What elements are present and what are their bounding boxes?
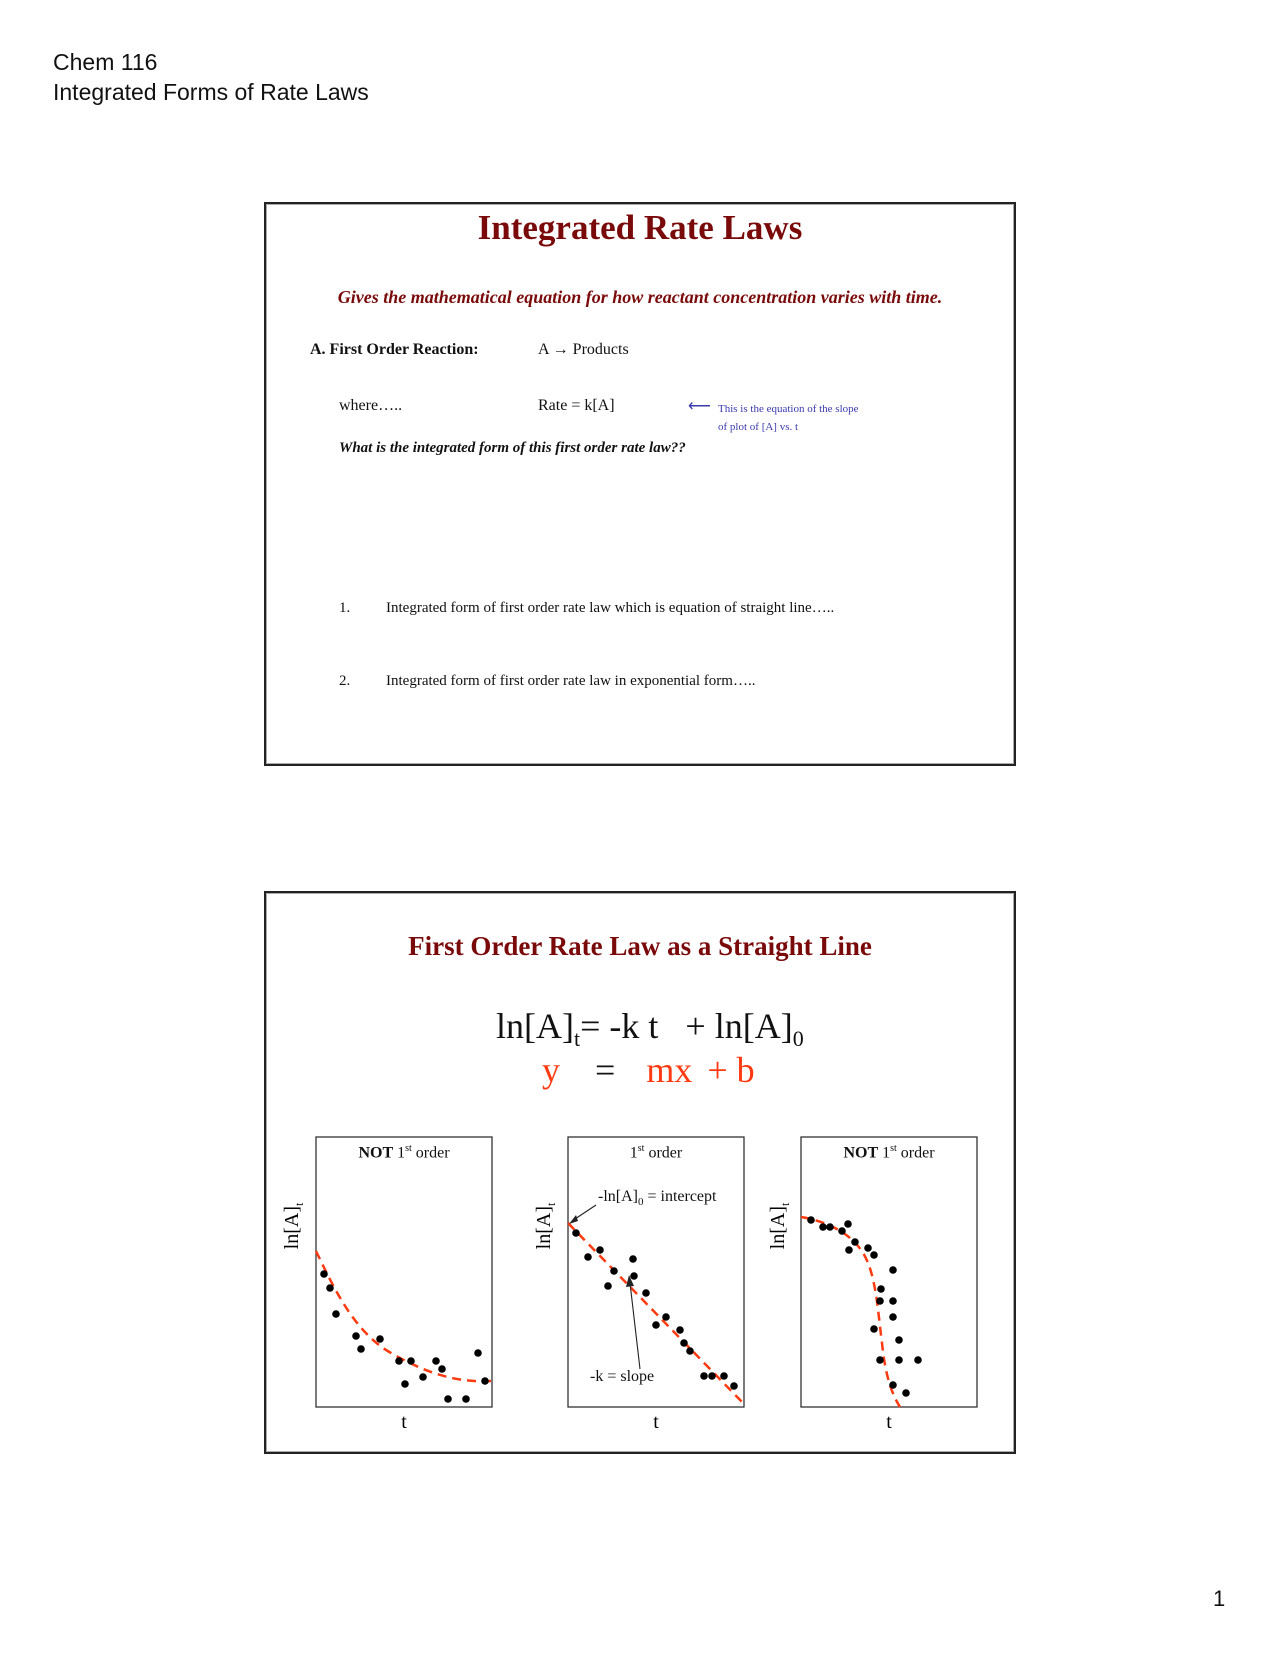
- plot-3-title: NOT 1st order: [801, 1143, 977, 1162]
- eq-rhs-sub: 0: [792, 1026, 804, 1051]
- course-title: Chem 116: [53, 49, 158, 75]
- plot-1-title: NOT 1st order: [316, 1143, 492, 1162]
- item-1-number: 1.: [339, 600, 351, 616]
- plot-3-title-bold: NOT: [843, 1144, 879, 1162]
- note-line-1: This is the equation of the slope: [718, 403, 859, 415]
- plot-1-graphic: [314, 1136, 493, 1408]
- slide-title: First Order Rate Law as a Straight Line: [408, 931, 872, 961]
- topic-title: Integrated Forms of Rate Laws: [53, 79, 369, 105]
- plot-3-title-num: 1: [878, 1144, 891, 1162]
- plot-1-x-axis-label: t: [401, 1411, 407, 1433]
- plot-first-order-center: 1st order -ln[A]0 = intercept -k = slope…: [266, 893, 1018, 1456]
- linear-form-equation: y = mx + b: [542, 1049, 755, 1091]
- slope-annotation: -k = slope: [590, 1368, 655, 1385]
- left-arrow-icon: ⟵: [688, 398, 711, 415]
- plot-2-title-end: order: [644, 1144, 683, 1162]
- plot-not-first-order-left: NOT 1st order ln[A]t t: [266, 893, 1018, 1456]
- integrated-equation: ln[A]t= -k t + ln[A]0: [496, 1005, 804, 1052]
- plot-1-title-end: order: [411, 1144, 450, 1162]
- plot-3-ylabel-sub: t: [778, 1202, 792, 1207]
- plot-3-title-sup: st: [890, 1143, 897, 1154]
- plot-3-title-end: order: [896, 1144, 935, 1162]
- eq-y: y: [542, 1050, 560, 1090]
- intercept-label: -ln[A]: [598, 1188, 638, 1205]
- eq-mid: = -k t + ln[A]: [580, 1006, 793, 1046]
- plot-not-first-order-right: NOT 1st order ln[A]t t: [266, 893, 1018, 1456]
- plot-1-title-sup: st: [405, 1143, 412, 1154]
- plot-2-graphic: [567, 1136, 745, 1408]
- slide-title: Integrated Rate Laws: [477, 208, 803, 247]
- plot-2-x-axis-label: t: [653, 1411, 659, 1433]
- eq-lhs: ln[A]: [496, 1006, 574, 1046]
- slide-subtitle: Gives the mathematical equation for how …: [337, 287, 943, 307]
- plot-1-title-num: 1: [393, 1144, 406, 1162]
- plot-3-y-axis-label: ln[A]t: [767, 1196, 793, 1256]
- plot-2-title: 1st order: [568, 1143, 744, 1162]
- intercept-sub: 0: [637, 1196, 644, 1209]
- note-line-2: of plot of [A] vs. t: [718, 421, 799, 433]
- slide-first-order-straight-line: First Order Rate Law as a Straight Line …: [264, 891, 1016, 1454]
- plot-1-title-bold: NOT: [358, 1144, 394, 1162]
- slide-integrated-rate-laws: Integrated Rate Laws Gives the mathemati…: [264, 202, 1016, 766]
- intercept-annotation: -ln[A]0 = intercept: [598, 1188, 716, 1208]
- where-label: where…..: [339, 397, 403, 414]
- page-number: 1: [1213, 1586, 1226, 1611]
- rate-law: Rate = k[A]: [538, 397, 615, 414]
- plot-2-title-num: 1: [629, 1144, 638, 1162]
- plot-3-graphic: [800, 1136, 978, 1408]
- section-label: A. First Order Reaction:: [310, 341, 479, 358]
- eq-mx: mx: [646, 1050, 693, 1090]
- eq-b: + b: [707, 1050, 755, 1090]
- item-1-text: Integrated form of first order rate law …: [386, 600, 835, 616]
- plot-3-ylabel-text: ln[A]: [767, 1206, 789, 1250]
- intercept-rest: = intercept: [643, 1188, 717, 1205]
- item-2-number: 2.: [339, 673, 351, 689]
- eq-lhs-sub: t: [573, 1026, 581, 1051]
- item-2-text: Integrated form of first order rate law …: [386, 673, 756, 689]
- eq-equals: =: [595, 1050, 616, 1090]
- reaction-equation: A → Products: [538, 341, 629, 358]
- question: What is the integrated form of this firs…: [339, 440, 686, 456]
- plot-2-title-sup: st: [637, 1143, 645, 1154]
- plot-3-x-axis-label: t: [886, 1411, 892, 1433]
